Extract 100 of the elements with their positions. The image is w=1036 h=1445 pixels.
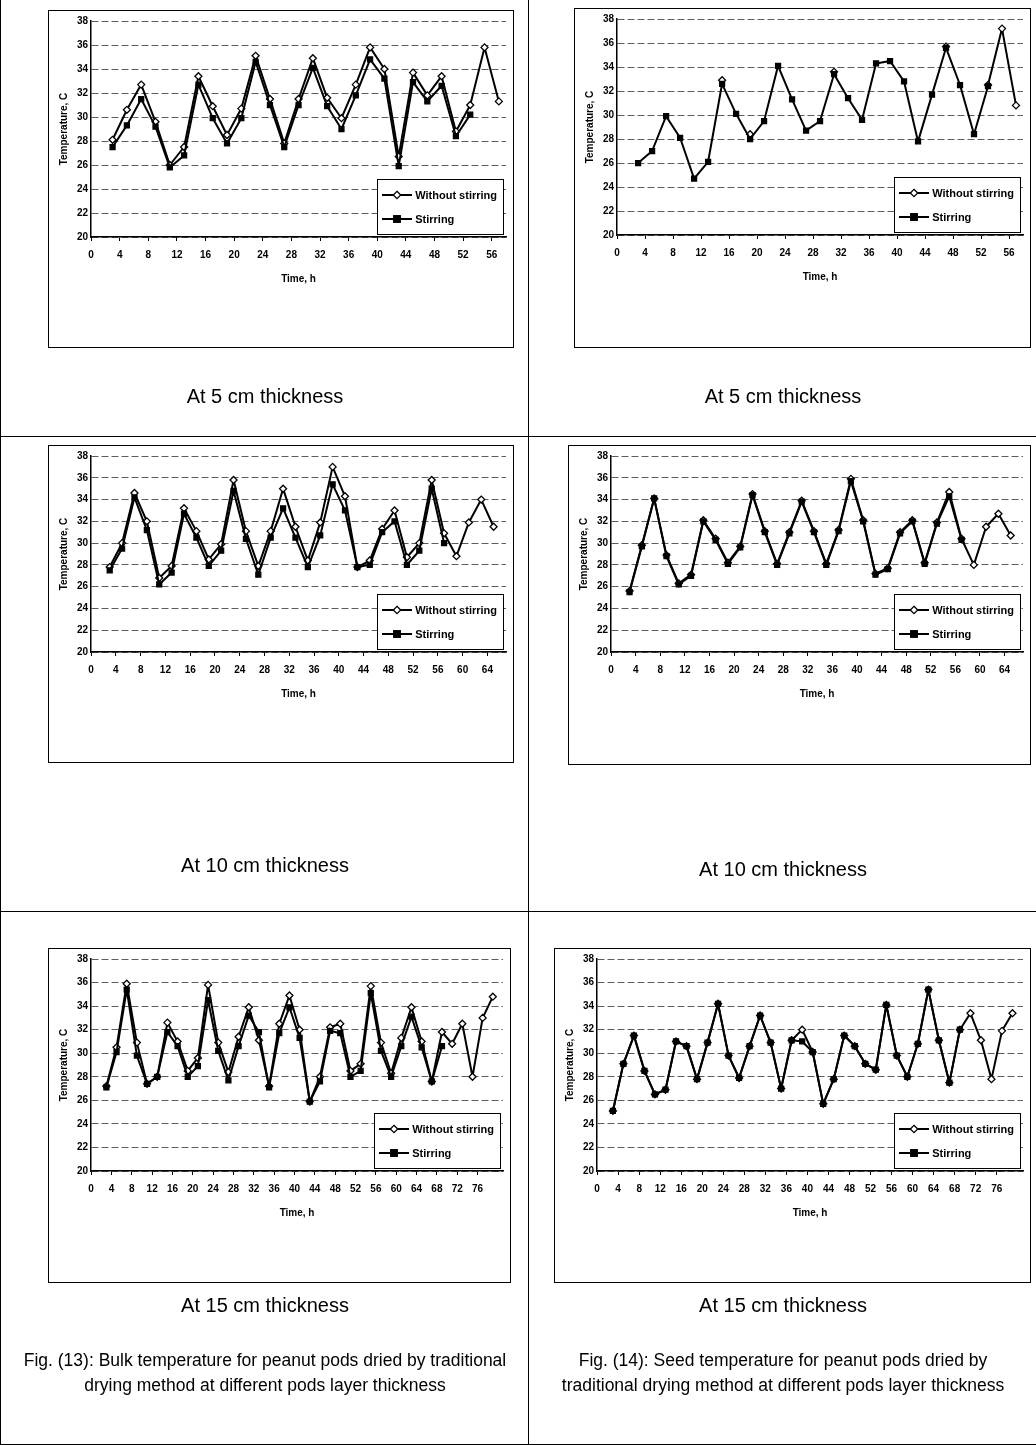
legend-label: Stirring [415,212,455,227]
x-tick-label: 52 [925,663,937,675]
x-tick-label: 40 [371,248,384,260]
x-tick-label: 8 [145,248,152,260]
y-tick-label: 20 [77,230,89,242]
x-tick-label: 4 [615,1182,622,1194]
x-tick-label: 72 [451,1182,464,1194]
y-tick-label: 32 [583,1023,595,1035]
x-tick-label: 52 [457,248,470,260]
x-tick-label: 44 [876,663,888,675]
x-tick-label: 44 [400,248,412,260]
y-tick-label: 24 [583,1117,595,1129]
y-tick-label: 32 [77,86,89,98]
x-tick-label: 56 [370,1182,382,1194]
text: Fig. (13): Bulk temperature for peanut pods dried by traditional drying method at different pods layer thickness [22,1349,508,1397]
x-tick-label: 8 [670,246,677,258]
y-tick-label: 32 [77,1023,89,1035]
y-tick-label: 28 [603,132,615,144]
x-axis-title: Time, h [279,1206,315,1218]
y-tick-label: 24 [77,182,89,194]
x-tick-label: 36 [268,1182,281,1194]
y-tick-label: 30 [77,110,89,122]
x-tick-label: 4 [642,246,649,258]
x-tick-label: 48 [900,663,913,675]
y-tick-label: 34 [77,493,89,505]
y-tick-label: 24 [597,602,609,614]
x-axis-title: Time, h [281,272,316,284]
y-tick-label: 22 [77,623,89,635]
x-axis-title: Time, h [799,687,835,699]
x-tick-label: 40 [333,663,345,675]
x-axis-title: Time, h [792,1206,828,1218]
y-axis-title: Temperature, C [57,517,69,591]
y-tick-label: 34 [597,493,609,505]
x-tick-label: 76 [472,1182,484,1194]
y-tick-label: 32 [77,515,89,527]
x-tick-label: 4 [108,1182,115,1194]
text: At 15 cm thickness [180,1294,350,1317]
y-tick-label: 36 [583,976,595,988]
x-tick-label: 32 [835,246,848,258]
x-tick-label: 56 [1003,246,1015,258]
x-tick-label: 0 [614,246,621,258]
y-tick-label: 26 [77,158,89,170]
y-tick-label: 30 [77,1046,89,1058]
legend-label: Stirring [415,627,455,642]
legend-label: Stirring [932,627,972,642]
y-tick-label: 34 [77,999,89,1011]
x-tick-label: 0 [88,248,95,260]
y-tick-label: 28 [583,1070,595,1082]
y-axis-title: Temperature, C [583,90,595,164]
y-tick-label: 24 [77,1117,89,1129]
y-tick-label: 38 [603,12,615,24]
y-tick-label: 20 [77,1164,89,1176]
y-tick-label: 26 [77,1094,89,1106]
y-tick-label: 34 [77,62,89,74]
x-tick-label: 20 [696,1182,709,1194]
x-tick-label: 0 [88,663,95,675]
y-tick-label: 24 [603,180,615,192]
x-tick-label: 8 [137,663,144,675]
y-tick-label: 34 [603,60,615,72]
y-tick-label: 20 [597,645,609,657]
x-tick-label: 44 [822,1182,835,1194]
y-tick-label: 30 [597,536,609,548]
x-tick-label: 20 [209,663,221,675]
legend-label: Without stirring [932,186,1014,201]
x-tick-label: 68 [431,1182,443,1194]
x-tick-label: 32 [759,1182,772,1194]
y-tick-label: 22 [597,623,609,635]
x-tick-label: 28 [285,248,298,260]
x-tick-label: 40 [891,246,904,258]
y-tick-label: 30 [77,536,89,548]
x-tick-label: 28 [738,1182,751,1194]
x-tick-label: 8 [129,1182,136,1194]
y-tick-label: 36 [77,471,89,483]
x-tick-label: 28 [807,246,820,258]
x-tick-label: 24 [779,246,792,258]
x-tick-label: 56 [885,1182,898,1194]
x-tick-label: 48 [947,246,960,258]
legend-label: Without stirring [932,603,1014,618]
x-tick-label: 24 [207,1182,220,1194]
y-tick-label: 28 [77,558,89,570]
legend-label: Without stirring [415,188,497,203]
x-tick-label: 44 [919,246,932,258]
y-tick-label: 38 [77,449,89,461]
y-tick-label: 36 [597,471,609,483]
x-tick-label: 32 [314,248,327,260]
text: At 10 cm thickness [180,854,350,877]
x-tick-label: 32 [248,1182,260,1194]
y-tick-label: 32 [597,515,609,527]
x-tick-label: 60 [390,1182,403,1194]
x-axis-title: Time, h [802,270,838,282]
text: Fig. (14): Seed temperature for peanut pods dried by traditional drying method at different pods layer thickness [560,1349,1006,1397]
y-tick-label: 30 [583,1046,595,1058]
y-tick-label: 38 [597,449,609,461]
x-tick-label: 52 [407,663,420,675]
y-tick-label: 24 [77,602,89,614]
x-tick-label: 20 [228,248,241,260]
x-tick-label: 64 [481,663,494,675]
x-tick-label: 56 [432,663,444,675]
legend-label: Stirring [932,210,972,225]
x-tick-label: 48 [428,248,441,260]
